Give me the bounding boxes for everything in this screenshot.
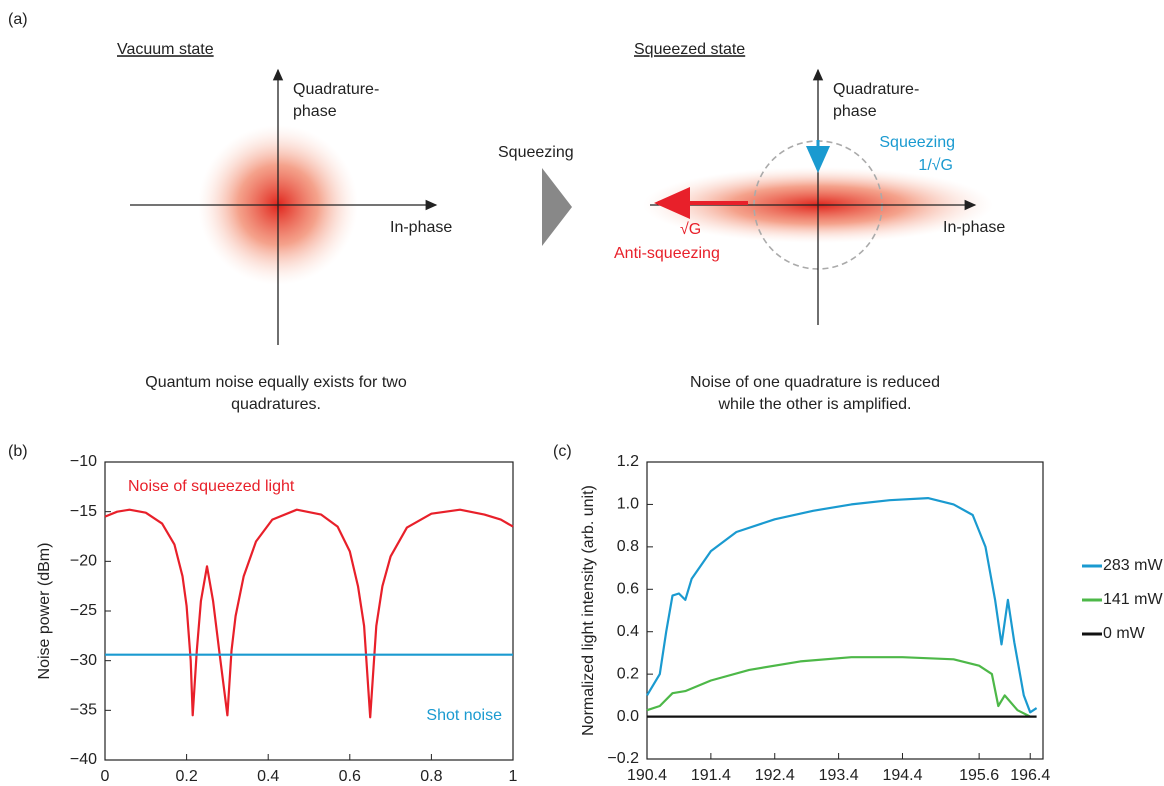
- x-tick-label: 195.6: [959, 767, 999, 784]
- caption: Quantum noise equally exists for two: [145, 374, 407, 391]
- vacuum-title: Vacuum state: [117, 41, 214, 58]
- arrow-label: Squeezing: [498, 144, 574, 161]
- y-axis-label: Noise power (dBm): [36, 543, 53, 680]
- x-tick-label: 193.4: [819, 767, 859, 784]
- y-tick-label: −20: [70, 553, 97, 570]
- y-tick-label: 0.4: [617, 623, 639, 640]
- panel-label: (c): [553, 443, 572, 460]
- x-tick-label: 0: [101, 768, 110, 785]
- squeezing-label: 1/√G: [918, 157, 953, 174]
- squeezing-label: Squeezing: [879, 134, 955, 151]
- x-tick-label: 0.2: [175, 768, 197, 785]
- plot-frame: [646, 461, 1044, 760]
- x-tick-label: 191.4: [691, 767, 731, 784]
- y-tick-label: 1.2: [617, 453, 639, 470]
- caption: while the other is amplified.: [718, 396, 912, 413]
- x-tick-label: 0.6: [339, 768, 361, 785]
- legend-label: 283 mW: [1103, 557, 1163, 574]
- series-line: [646, 656, 1031, 718]
- series-annotation: Noise of squeezed light: [128, 478, 295, 495]
- axis-label: In-phase: [943, 219, 1005, 236]
- x-tick-label: 1: [509, 768, 518, 785]
- y-tick-label: −40: [70, 751, 97, 768]
- y-tick-label: 0.8: [617, 538, 639, 555]
- panel-label: (b): [8, 443, 28, 460]
- series-line: [104, 508, 514, 719]
- y-tick-label: 0.6: [617, 581, 639, 598]
- axis-label: In-phase: [390, 219, 452, 236]
- axis-label: Quadrature-: [833, 81, 919, 98]
- x-tick-label: 196.4: [1010, 767, 1050, 784]
- series-line: [646, 497, 1038, 714]
- y-tick-label: −30: [70, 652, 97, 669]
- y-axis-label: Normalized light intensity (arb. unit): [580, 485, 597, 736]
- y-tick-label: −0.2: [607, 750, 639, 767]
- anti-squeezing-label: √G: [680, 221, 701, 238]
- x-tick-label: 192.4: [755, 767, 795, 784]
- y-tick-label: −10: [70, 453, 97, 470]
- panel-label: (a): [8, 11, 28, 28]
- legend-label: 141 mW: [1103, 591, 1163, 608]
- legend-label: 0 mW: [1103, 625, 1146, 642]
- axis-label: phase: [833, 103, 877, 120]
- y-tick-label: −25: [70, 602, 97, 619]
- series-annotation: Shot noise: [426, 707, 502, 724]
- axis-label: Quadrature-: [293, 81, 379, 98]
- squeezed-title: Squeezed state: [634, 41, 745, 58]
- y-tick-label: 0.2: [617, 665, 639, 682]
- caption: quadratures.: [231, 396, 321, 413]
- y-tick-label: 1.0: [617, 496, 639, 513]
- axis-label: phase: [293, 103, 337, 120]
- caption: Noise of one quadrature is reduced: [690, 374, 940, 391]
- y-tick-label: −35: [70, 702, 97, 719]
- arrow: [542, 168, 572, 246]
- x-tick-label: 0.8: [420, 768, 442, 785]
- y-tick-label: 0.0: [617, 708, 639, 725]
- y-tick-label: −15: [70, 503, 97, 520]
- anti-squeezing-label: Anti-squeezing: [614, 245, 720, 262]
- x-tick-label: 194.4: [882, 767, 922, 784]
- x-tick-label: 190.4: [627, 767, 667, 784]
- x-tick-label: 0.4: [257, 768, 279, 785]
